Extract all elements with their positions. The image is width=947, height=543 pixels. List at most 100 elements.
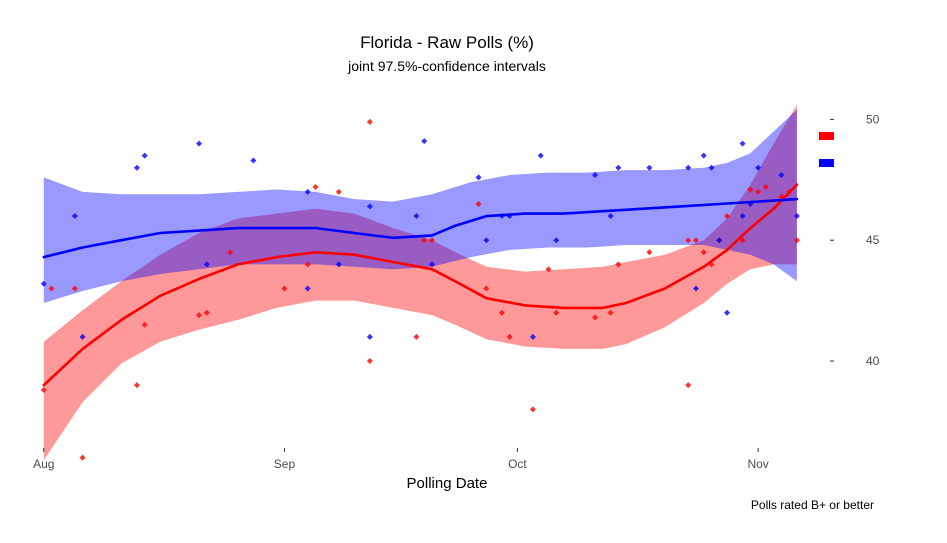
red-poll-point	[592, 314, 599, 321]
red-poll-point	[786, 188, 793, 195]
blue-poll-point	[498, 213, 505, 220]
red-poll-point	[413, 333, 420, 340]
red-poll-point	[553, 309, 560, 316]
red-poll-point	[693, 237, 699, 244]
red-poll-point	[739, 237, 746, 244]
blue-poll-point	[716, 237, 723, 244]
red-poll-point	[793, 237, 800, 244]
poll-points	[40, 118, 800, 461]
red-trend-line	[42, 183, 799, 387]
red-poll-point	[71, 285, 78, 292]
red-poll-point	[646, 249, 653, 256]
trend-lines	[42, 183, 799, 387]
confidence-bands	[43, 104, 797, 461]
red-poll-point	[708, 261, 715, 268]
blue-poll-point	[250, 157, 257, 164]
caption: Polls rated B+ or better	[751, 498, 874, 512]
x-tick-label: Aug	[33, 457, 54, 471]
blue-poll-point	[506, 213, 513, 220]
blue-poll-point	[366, 333, 373, 340]
red-poll-point	[607, 309, 614, 316]
blue-poll-point	[429, 261, 435, 268]
blue-poll-point	[739, 140, 746, 147]
red-poll-point	[483, 285, 490, 292]
red-poll-point	[421, 237, 428, 244]
x-axis: Aug Sep Oct Nov	[33, 448, 769, 471]
blue-poll-point	[537, 152, 544, 159]
blue-poll-point	[304, 285, 311, 292]
blue-poll-point	[133, 164, 140, 171]
y-tick-label: 40	[866, 354, 880, 368]
red-poll-point	[755, 188, 762, 195]
chart-subtitle: joint 97.5%-confidence intervals	[347, 58, 546, 74]
red-poll-point	[366, 358, 373, 365]
red-poll-point	[700, 249, 707, 256]
x-tick-label: Sep	[274, 457, 296, 471]
x-tick-label: Oct	[508, 457, 527, 471]
red-poll-point	[335, 188, 342, 195]
red-poll-point	[79, 454, 86, 461]
x-tick-label: Nov	[747, 457, 768, 471]
blue-poll-point	[553, 237, 560, 244]
red-poll-point	[685, 382, 692, 389]
red-poll-point	[196, 312, 203, 319]
blue-poll-point	[693, 285, 699, 292]
red-poll-point	[429, 237, 435, 244]
blue-poll-point	[40, 280, 47, 287]
blue-poll-point	[793, 213, 800, 220]
blue-poll-point	[724, 309, 731, 316]
x-axis-title: Polling Date	[407, 475, 488, 492]
red-poll-point	[227, 249, 234, 256]
blue-poll-point	[747, 200, 754, 207]
red-poll-point	[133, 382, 140, 389]
legend-blue-key	[819, 159, 834, 167]
y-axis: 40 45 50	[830, 112, 880, 368]
blue-poll-point	[700, 152, 707, 159]
legend-red-key	[819, 132, 834, 140]
blue-poll-point	[778, 171, 785, 178]
blue-trend-line	[42, 197, 799, 259]
blue-poll-point	[366, 203, 373, 210]
red-poll-point	[545, 266, 552, 273]
red-poll-point	[685, 237, 692, 244]
blue-poll-point	[592, 171, 599, 178]
red-poll-point	[724, 213, 731, 220]
blue-poll-point	[71, 213, 78, 220]
red-poll-point	[312, 184, 319, 191]
red-poll-point	[498, 309, 505, 316]
red-poll-point	[529, 406, 536, 413]
y-tick-label: 50	[866, 112, 880, 126]
blue-poll-point	[141, 152, 148, 159]
red-poll-point	[475, 200, 482, 207]
blue-poll-point	[79, 333, 86, 340]
y-tick-label: 45	[866, 233, 880, 247]
red-confidence-band	[43, 104, 797, 461]
red-poll-point	[141, 321, 148, 328]
blue-poll-point	[304, 188, 311, 195]
blue-poll-point	[755, 164, 762, 171]
red-poll-point	[40, 387, 47, 394]
red-poll-point	[506, 333, 513, 340]
blue-poll-point	[708, 164, 715, 171]
blue-poll-point	[196, 140, 203, 147]
red-poll-point	[203, 309, 210, 316]
blue-poll-point	[739, 213, 746, 220]
blue-poll-point	[421, 138, 428, 145]
blue-poll-point	[335, 261, 342, 268]
legend	[819, 132, 834, 167]
blue-poll-point	[203, 261, 210, 268]
red-poll-point	[747, 186, 754, 193]
blue-confidence-band	[43, 109, 797, 303]
red-poll-point	[48, 285, 55, 292]
blue-poll-point	[483, 237, 490, 244]
red-poll-point	[778, 193, 785, 200]
red-poll-point	[281, 285, 288, 292]
blue-poll-point	[413, 213, 420, 220]
blue-poll-point	[475, 174, 482, 181]
red-poll-point	[366, 118, 373, 125]
red-poll-point	[615, 261, 622, 268]
blue-poll-point	[529, 333, 536, 340]
blue-poll-point	[615, 164, 622, 171]
blue-poll-point	[646, 164, 653, 171]
